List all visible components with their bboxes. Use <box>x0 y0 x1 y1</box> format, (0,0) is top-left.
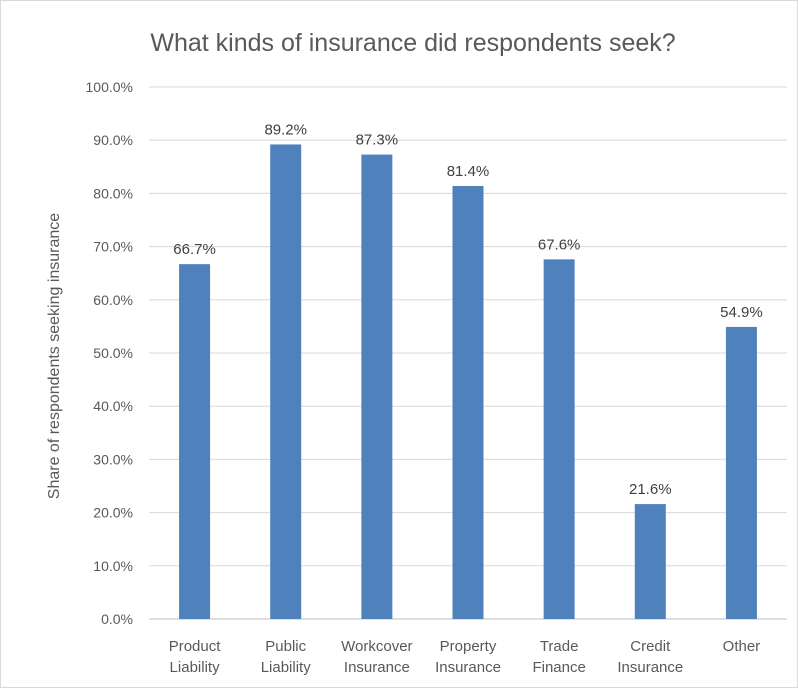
bar <box>452 185 484 619</box>
y-tick-label: 10.0% <box>93 558 133 574</box>
bar <box>634 504 666 619</box>
y-tick-label: 40.0% <box>93 398 133 414</box>
y-tick-label: 60.0% <box>93 292 133 308</box>
data-label: 21.6% <box>629 481 672 498</box>
x-tick-label: Credit Insurance <box>617 638 683 676</box>
data-label: 66.7% <box>173 241 216 258</box>
y-tick-label: 0.0% <box>101 611 133 627</box>
y-tick-label: 70.0% <box>93 239 133 255</box>
y-tick-label: 30.0% <box>93 451 133 467</box>
bars <box>179 144 757 619</box>
data-label: 67.6% <box>538 236 581 253</box>
x-tick-label: Property Insurance <box>435 638 501 676</box>
x-axis-categories: Product Liability Public Liability Workcover… <box>169 638 760 676</box>
bar <box>270 144 302 619</box>
x-tick-label: Public Liability <box>261 638 312 676</box>
y-axis-ticks: 0.0% 10.0% 20.0% 30.0% 40.0% 50.0% 60.0% 70.0% 8… <box>86 79 133 627</box>
x-tick-label: Trade Finance <box>532 638 585 676</box>
data-label: 87.3% <box>356 132 399 149</box>
y-axis-label: Share of respondents seeking insurance <box>46 213 63 500</box>
bar <box>179 264 211 619</box>
bar <box>361 154 393 619</box>
bar <box>725 326 757 619</box>
x-tick-label: Other <box>723 638 761 655</box>
data-label: 89.2% <box>264 121 307 138</box>
x-tick-label: Product Liability <box>169 638 222 676</box>
y-tick-label: 20.0% <box>93 505 133 521</box>
data-labels: 66.7% 89.2% 87.3% 81.4% 67.6% 21.6% 54.9% <box>173 121 762 498</box>
y-tick-label: 90.0% <box>93 132 133 148</box>
y-tick-label: 50.0% <box>93 345 133 361</box>
chart-title: What kinds of insurance did respondents … <box>150 29 675 57</box>
bar <box>543 259 575 619</box>
data-label: 81.4% <box>447 163 490 180</box>
y-tick-label: 80.0% <box>93 185 133 201</box>
y-tick-label: 100.0% <box>86 79 133 95</box>
data-label: 54.9% <box>720 304 763 321</box>
x-tick-label: Workcover Insurance <box>341 638 412 676</box>
